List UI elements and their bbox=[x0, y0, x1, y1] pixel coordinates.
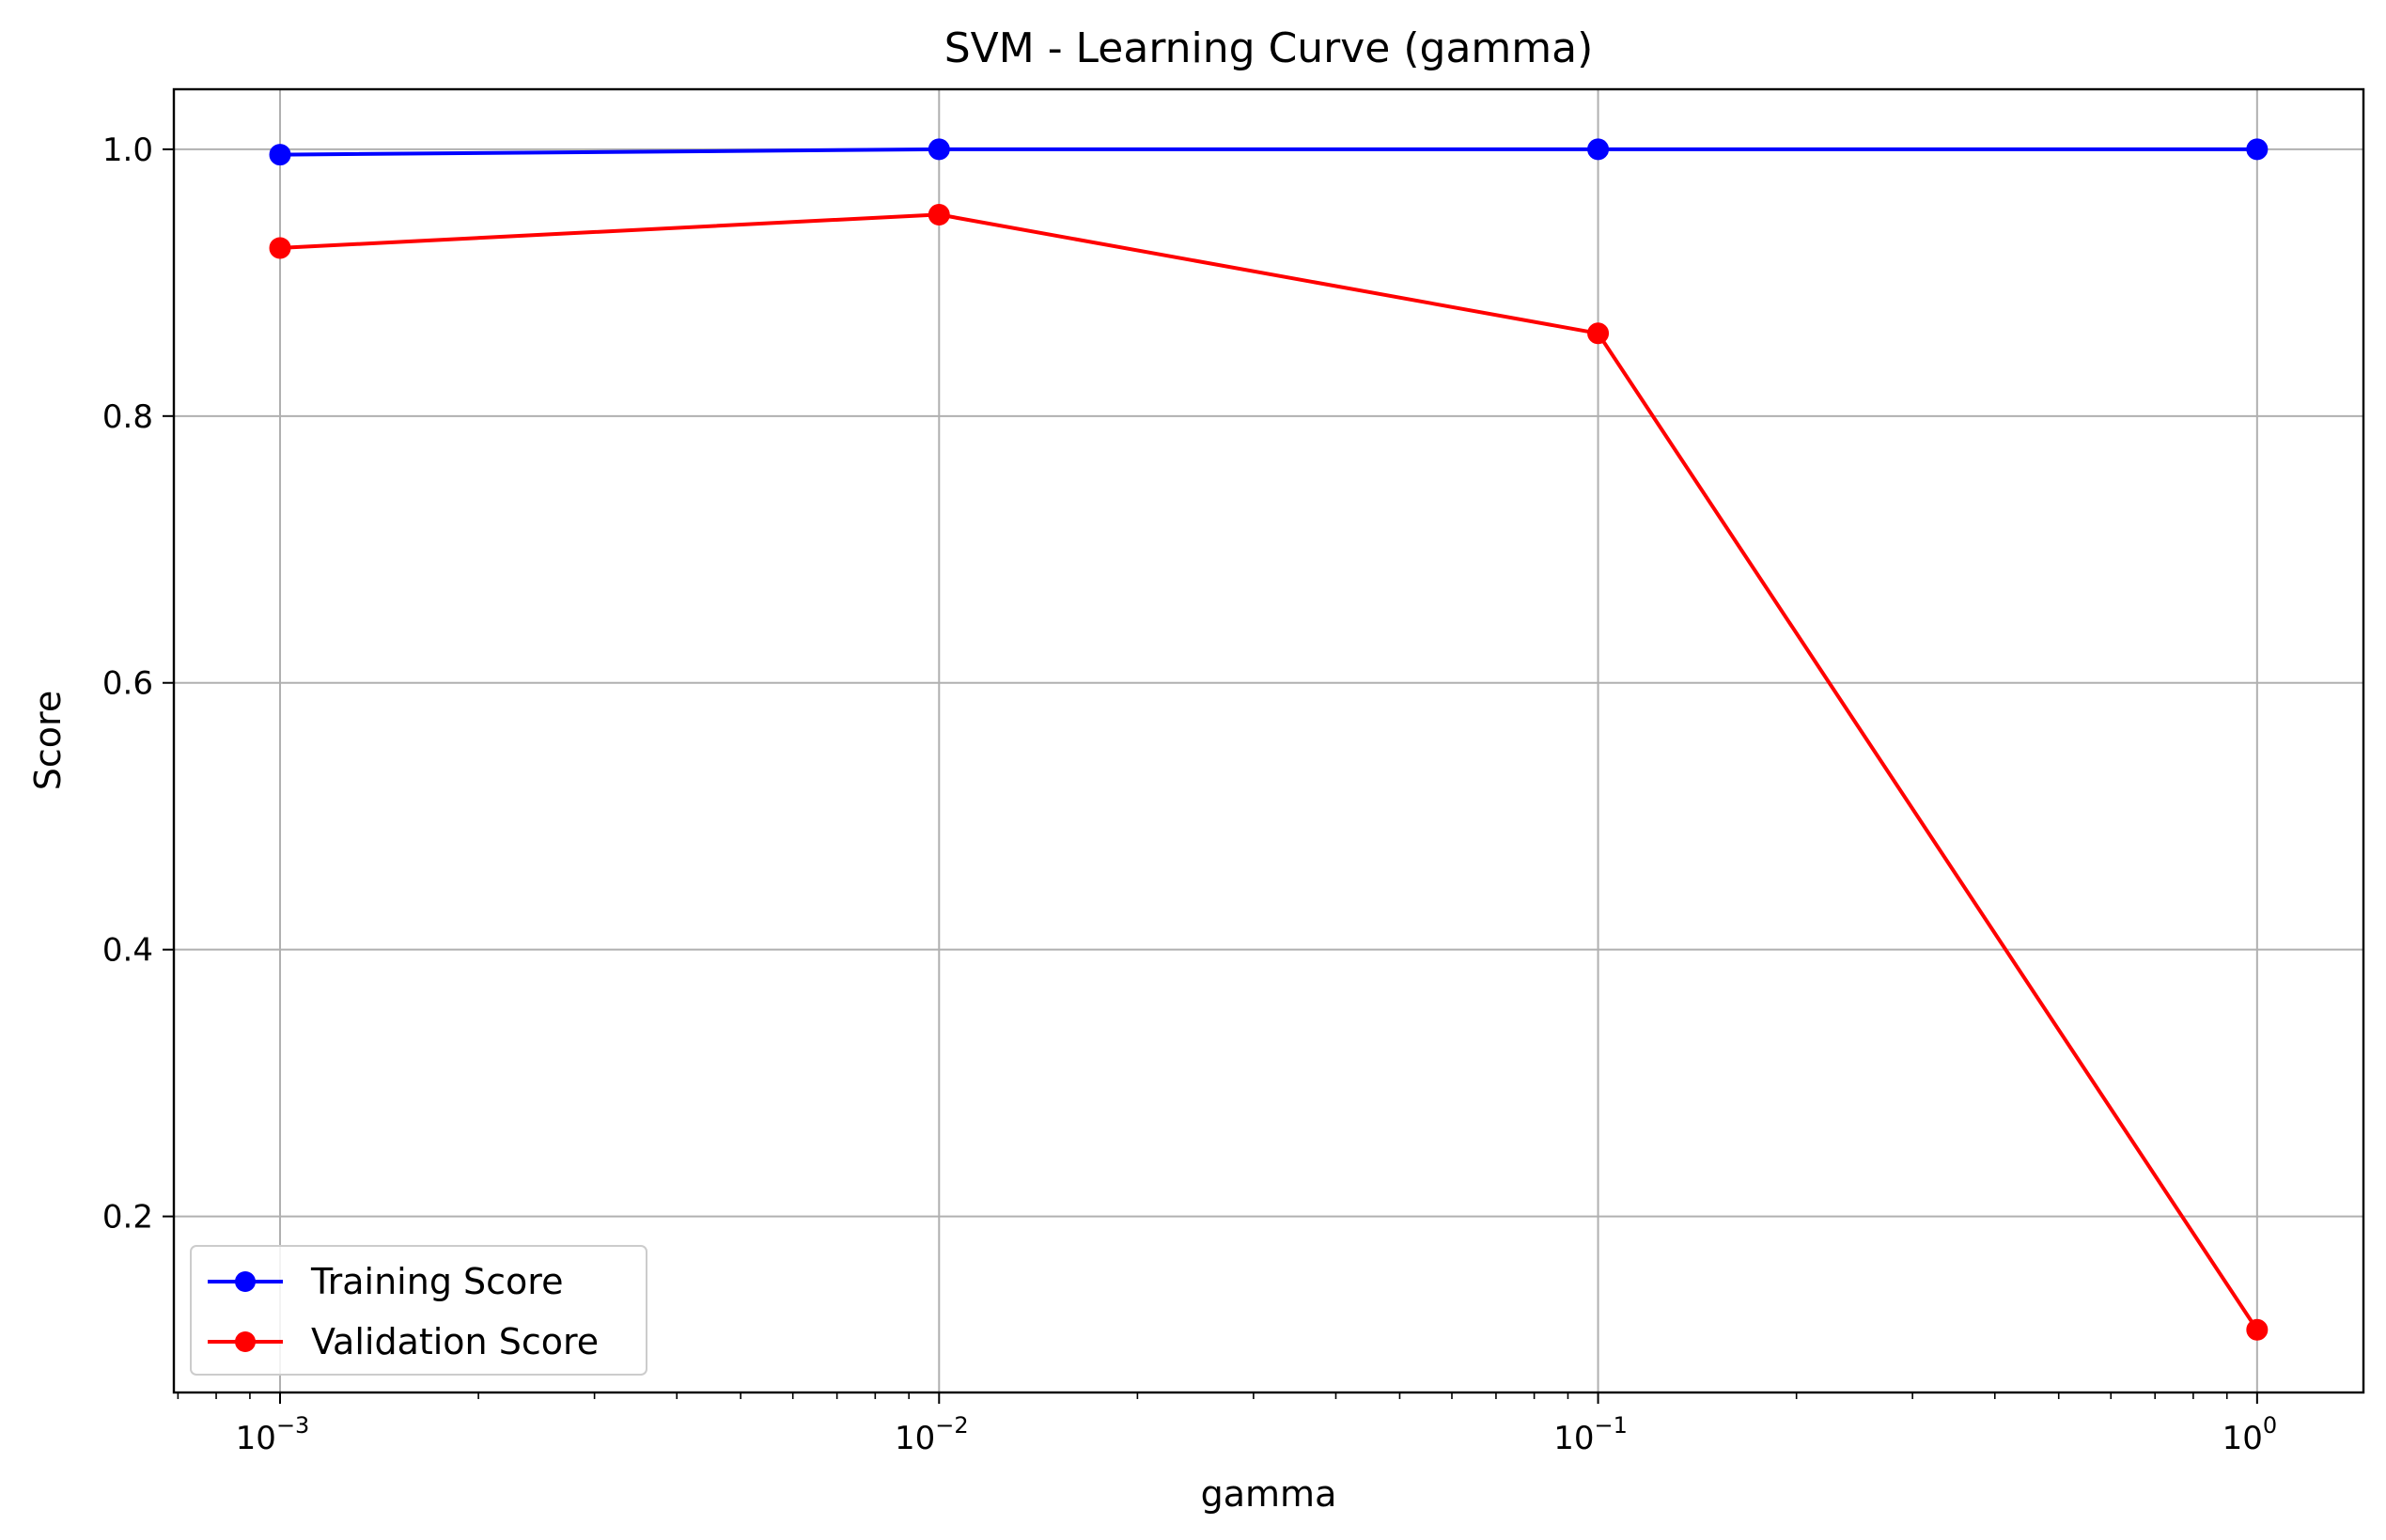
validation-score-point bbox=[1587, 322, 1610, 345]
training-score-point bbox=[2246, 138, 2269, 161]
validation-score-point bbox=[928, 203, 950, 226]
y-tick-label: 1.0 bbox=[102, 132, 153, 169]
legend-training-score-label: Training Score bbox=[310, 1261, 563, 1302]
validation-score-point bbox=[2246, 1318, 2269, 1341]
legend-box bbox=[190, 1245, 647, 1376]
validation-score-point bbox=[269, 237, 291, 259]
x-tick-label-base: 10 bbox=[2222, 1420, 2263, 1457]
training-score-point bbox=[1587, 138, 1610, 161]
x-tick-label: 10−2 bbox=[895, 1412, 969, 1457]
validation-score-line bbox=[279, 212, 2259, 1331]
y-axis-label: Score bbox=[27, 691, 69, 790]
y-tick-label: 0.2 bbox=[102, 1199, 153, 1237]
legend-training-score-marker bbox=[235, 1271, 256, 1292]
training-score-line bbox=[279, 147, 2257, 157]
y-tick-label: 0.8 bbox=[102, 398, 153, 436]
x-tick-label-exponent: −2 bbox=[935, 1412, 968, 1439]
y-tick-label: 0.6 bbox=[102, 665, 153, 703]
legend-validation-score-marker bbox=[235, 1331, 256, 1352]
x-tick-label-base: 10 bbox=[1553, 1420, 1594, 1457]
plot-frame bbox=[172, 87, 2365, 1394]
plot-area bbox=[174, 89, 2363, 1392]
legend: Training Score Validation Score bbox=[190, 1245, 647, 1376]
x-tick-label-exponent: −3 bbox=[276, 1412, 309, 1439]
x-tick-label: 10−3 bbox=[236, 1412, 310, 1457]
x-tick-label-base: 10 bbox=[236, 1420, 276, 1457]
training-score-point bbox=[269, 144, 291, 166]
x-axis-label: gamma bbox=[1201, 1473, 1337, 1515]
y-tick-label: 0.4 bbox=[102, 932, 153, 970]
x-tick-label: 100 bbox=[2222, 1412, 2278, 1457]
x-tick-label: 10−1 bbox=[1553, 1412, 1628, 1457]
series-group bbox=[269, 138, 2269, 1341]
x-tick-label-exponent: 0 bbox=[2263, 1412, 2277, 1439]
x-tick-label-base: 10 bbox=[895, 1420, 935, 1457]
legend-validation-score-label: Validation Score bbox=[311, 1321, 599, 1362]
chart-title: SVM - Learning Curve (gamma) bbox=[944, 24, 1594, 72]
x-tick-label-exponent: −1 bbox=[1594, 1412, 1627, 1439]
training-score-point bbox=[928, 138, 950, 161]
